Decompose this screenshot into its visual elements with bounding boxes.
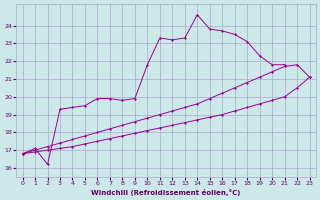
X-axis label: Windchill (Refroidissement éolien,°C): Windchill (Refroidissement éolien,°C) — [92, 189, 241, 196]
